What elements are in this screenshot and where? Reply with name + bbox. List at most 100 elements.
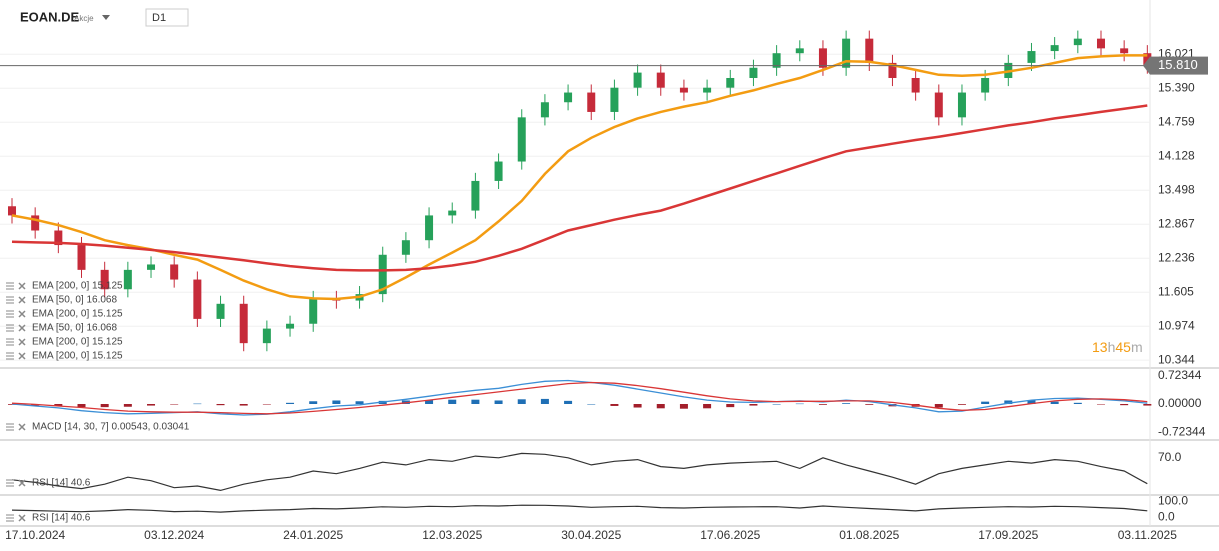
indicator-menu-icon [6, 423, 14, 431]
macd-histogram-bar [540, 398, 549, 404]
indicator-label: EMA [200, 0] 15.125 [32, 309, 123, 320]
x-tick-label: 30.04.2025 [561, 528, 621, 542]
candle-body [656, 72, 665, 88]
candle-body [934, 92, 943, 118]
indicator-remove-icon [18, 338, 26, 346]
candle-body [865, 38, 874, 63]
candle-body [587, 92, 596, 112]
macd-histogram-bar [77, 404, 86, 408]
macd-histogram-bar [749, 404, 758, 406]
macd-histogram-bar [170, 404, 179, 405]
indicator-label: EMA [200, 0] 15.125 [32, 351, 123, 362]
y-tick-label: 70.0 [1158, 450, 1182, 464]
macd-histogram-bar [865, 404, 874, 405]
y-tick-label: 12.236 [1158, 250, 1195, 264]
y-tick-label: 0.72344 [1158, 368, 1202, 382]
candle-body [679, 87, 688, 93]
rsi-line [11, 452, 1148, 492]
macd-histogram-bar [1143, 404, 1152, 406]
macd-histogram-bar [842, 403, 851, 404]
current-price-label: 15.810 [1158, 57, 1198, 72]
macd-histogram-bar [216, 404, 225, 406]
macd-histogram-bar [1004, 400, 1013, 404]
indicator-menu-icon [6, 338, 14, 346]
macd-histogram-bar [286, 402, 295, 404]
symbol-dropdown[interactable] [102, 15, 110, 20]
countdown-part: h [1108, 339, 1116, 355]
candle-body [842, 38, 851, 68]
macd-histogram-bar [425, 400, 434, 404]
candle-body [1096, 38, 1105, 49]
candle-body [31, 215, 40, 231]
candle-body [100, 269, 109, 290]
macd-histogram-bar [262, 404, 271, 405]
macd-histogram-bar [818, 404, 827, 405]
ema-line [11, 54, 1148, 301]
candle-body [610, 87, 619, 112]
macd-histogram-bar [564, 400, 573, 404]
candle-body [1073, 38, 1082, 46]
y-tick-label: 14.128 [1158, 148, 1195, 162]
candle-body [981, 77, 990, 93]
candle-body [262, 328, 271, 344]
x-tick-label: 03.11.2025 [1118, 528, 1177, 542]
candle-body [471, 180, 480, 211]
macd-histogram-bar [332, 400, 341, 404]
indicator-menu-icon [6, 514, 14, 522]
macd-histogram-bar [471, 399, 480, 404]
candle-body [54, 230, 63, 246]
indicator-label: EMA [200, 0] 15.125 [32, 281, 123, 292]
current-price-box [1150, 56, 1208, 75]
indicator-menu-icon [6, 296, 14, 304]
candle-body [703, 87, 712, 93]
candle-body [216, 303, 225, 319]
y-tick-label: 100.0 [1158, 493, 1188, 507]
candle-body [517, 117, 526, 162]
macd-histogram-bar [1096, 404, 1105, 405]
candle-body [378, 254, 387, 295]
macd-histogram-bar [957, 404, 966, 405]
macd-histogram-bar [517, 399, 526, 404]
candle-body [1050, 45, 1059, 52]
indicator-remove-icon [18, 324, 26, 332]
indicator-remove-icon [18, 352, 26, 360]
indicator-remove-icon [18, 310, 26, 318]
candle-body [726, 77, 735, 88]
macd-histogram-bar [1073, 402, 1082, 404]
indicator-label: EMA [50, 0] 16.068 [32, 323, 117, 334]
symbol[interactable]: EOAN.DE [20, 9, 80, 24]
x-tick-label: 12.03.2025 [422, 528, 482, 542]
timeframe-box[interactable] [145, 8, 189, 27]
macd-histogram-bar [679, 404, 688, 409]
y-tick-label: 11.605 [1158, 284, 1194, 298]
candle-body [147, 264, 156, 270]
macd-histogram-bar [656, 404, 665, 409]
macd-histogram-bar [239, 404, 248, 406]
macd-histogram-bar [726, 404, 735, 408]
indicator-label: RSI [14] 40.6 [32, 513, 91, 524]
bar-countdown: 13h45m [1092, 339, 1143, 355]
y-tick-label: -0.72344 [1158, 425, 1206, 439]
timeframe[interactable]: D1 [152, 12, 166, 24]
indicator-menu-icon [6, 352, 14, 360]
indicator-remove-icon [18, 514, 26, 522]
instrument-kind: Akcje [74, 14, 94, 23]
candle-body [818, 48, 827, 68]
x-tick-label: 01.08.2025 [839, 528, 899, 542]
candle-body [911, 77, 920, 93]
indicator-label: RSI [14] 40.6 [32, 478, 91, 489]
candle-body [401, 240, 410, 255]
macd-histogram-bar [633, 404, 642, 408]
y-tick-label: 15.390 [1158, 80, 1195, 94]
countdown-part: m [1131, 339, 1143, 355]
candle-body [749, 67, 758, 78]
candle-body [540, 102, 549, 118]
macd-histogram-bar [448, 399, 457, 404]
macd-histogram-bar [494, 400, 503, 404]
x-tick-label: 17.06.2025 [700, 528, 760, 542]
macd-histogram-bar [193, 403, 202, 405]
macd-histogram-bar [1120, 404, 1129, 406]
rsi-line [11, 504, 1148, 513]
macd-histogram-bar [100, 404, 109, 408]
